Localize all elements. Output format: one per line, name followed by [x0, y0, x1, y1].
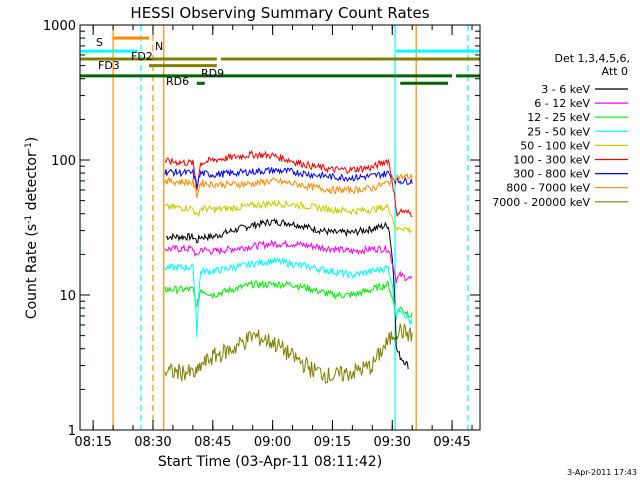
- x-tick-label: 08:45: [194, 435, 231, 450]
- x-tick-label: 08:30: [134, 435, 171, 450]
- legend-label: 6 - 12 keV: [534, 97, 590, 110]
- series-line: [164, 198, 413, 234]
- x-tick-label: 09:15: [314, 435, 351, 450]
- y-tick-label: 1: [68, 424, 76, 439]
- x-tick-label: 09:00: [254, 435, 291, 450]
- state-flag-label: FD2: [131, 50, 153, 63]
- legend-label: 7000 - 20000 keV: [492, 196, 590, 209]
- legend-label: 50 - 100 keV: [520, 139, 590, 152]
- x-tick-label: 09:45: [433, 435, 470, 450]
- state-flag-label: FD3: [98, 59, 120, 72]
- date-stamp: 3-Apr-2011 17:43: [567, 468, 637, 477]
- x-tick-label: 09:30: [374, 435, 411, 450]
- state-flag-label: S: [96, 36, 103, 49]
- legend-header-line1: Det 1,3,4,5,6,: [554, 52, 630, 65]
- y-axis-label-main: Count Rate (s: [24, 224, 40, 319]
- data-series: [164, 149, 413, 384]
- state-flag-label: N: [155, 40, 163, 53]
- y-axis-label-sup1: -1: [24, 215, 34, 224]
- series-line: [164, 166, 413, 189]
- series-line: [165, 218, 409, 370]
- legend-label: 3 - 6 keV: [541, 83, 590, 96]
- y-axis: 1 10 100 1000: [43, 19, 480, 439]
- y-tick-label: 1000: [43, 19, 76, 34]
- chart-title: HESSI Observing Summary Count Rates: [130, 4, 429, 22]
- legend-label: 300 - 800 keV: [513, 168, 590, 181]
- y-axis-label-end: ): [24, 137, 40, 142]
- series-line: [164, 279, 413, 320]
- legend-label: 12 - 25 keV: [527, 111, 590, 124]
- legend-label: 25 - 50 keV: [527, 125, 590, 138]
- legend-label: 100 - 300 keV: [513, 154, 590, 167]
- y-axis-label-mid: detector: [24, 151, 40, 215]
- y-axis-label: Count Rate (s-1 detector-1): [24, 137, 40, 319]
- plot-frame: [79, 24, 481, 431]
- state-flag-label: RD9: [201, 67, 224, 80]
- y-axis-label-sup2: -1: [24, 142, 34, 151]
- state-flag-label: RD6: [166, 75, 189, 88]
- legend-label: 800 - 7000 keV: [506, 182, 590, 195]
- series-line: [164, 257, 413, 338]
- x-axis: 08:15 08:30 08:45 09:00 09:15 09:30 09:45: [74, 25, 473, 450]
- x-axis-label: Start Time (03-Apr-11 08:11:42): [158, 454, 382, 470]
- y-tick-label: 10: [59, 289, 76, 304]
- series-line: [164, 323, 413, 384]
- series-line: [164, 149, 413, 218]
- y-tick-label: 100: [51, 154, 76, 169]
- legend-header-line2: Att 0: [602, 65, 628, 78]
- series-line: [164, 239, 413, 284]
- series-line: [164, 172, 413, 198]
- x-tick-label: 08:15: [74, 435, 111, 450]
- vertical-markers: [80, 25, 469, 430]
